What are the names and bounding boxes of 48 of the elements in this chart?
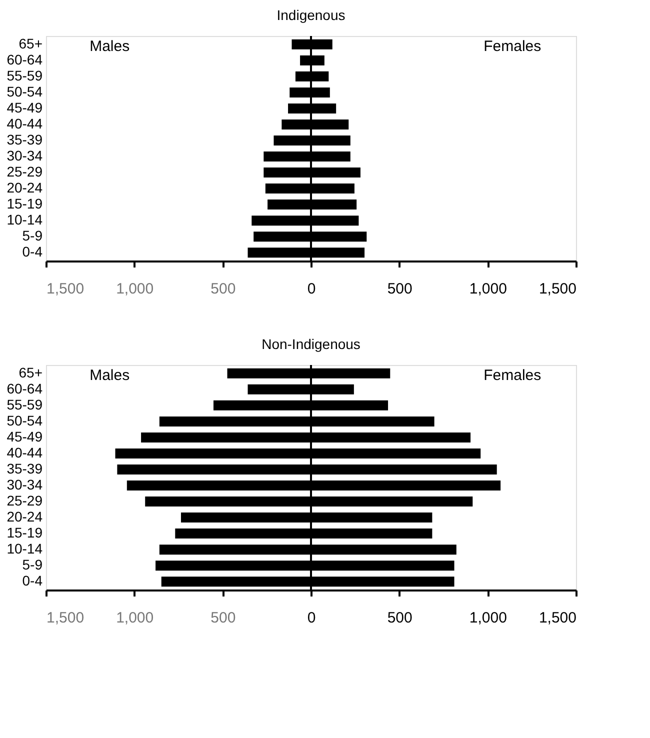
x-tick-label: 500 — [210, 280, 236, 298]
x-tick-label: 1,000 — [469, 280, 507, 298]
chart-title: Indigenous — [276, 7, 346, 23]
y-tick-label: 0-4 — [22, 244, 43, 260]
y-tick-label: 15-19 — [6, 196, 43, 212]
annotation: Females — [484, 367, 542, 384]
y-tick-label: 60-64 — [6, 380, 43, 396]
y-tick-label: 30-34 — [6, 148, 43, 164]
y-tick-label: 10-14 — [6, 212, 43, 228]
y-tick-label: 0-4 — [22, 572, 43, 589]
x-tick-label: 1,500 — [538, 280, 576, 298]
x-tick-label: 500 — [210, 610, 236, 626]
y-tick-label: 40-44 — [6, 444, 43, 460]
y-tick-label: 50-54 — [6, 83, 43, 100]
y-tick-label: 50-54 — [6, 412, 43, 428]
x-tick-label: 1,500 — [538, 610, 576, 626]
x-tick-label: 1,000 — [116, 610, 154, 626]
annotation: Females — [484, 38, 542, 55]
x-tick-label: 1,000 — [469, 610, 507, 626]
x-tick-label: 1,000 — [116, 280, 154, 298]
annotation: Males — [90, 367, 130, 384]
y-tick-label: 55-59 — [6, 67, 43, 84]
x-tick-label: 1,500 — [46, 610, 84, 626]
y-tick-label: 20-24 — [6, 508, 43, 525]
y-tick-label: 10-14 — [6, 540, 43, 557]
y-tick-label: 30-34 — [6, 476, 43, 493]
y-tick-label: 45-49 — [6, 428, 43, 444]
x-tick-label: 500 — [387, 610, 412, 626]
y-tick-label: 35-39 — [6, 131, 43, 148]
y-tick-label: 20-24 — [6, 180, 43, 196]
y-tick-label: 25-29 — [6, 164, 43, 180]
x-tick-label: 1,500 — [46, 280, 84, 298]
y-tick-label: 35-39 — [6, 460, 43, 476]
y-tick-label: 5-9 — [22, 228, 43, 244]
y-tick-label: 65+ — [18, 35, 42, 52]
annotation: Males — [90, 38, 130, 55]
x-tick-label: 500 — [387, 280, 412, 298]
x-tick-label: 0 — [307, 610, 316, 626]
x-tick-label: 0 — [307, 280, 316, 298]
y-tick-label: 65+ — [18, 364, 42, 380]
y-tick-label: 60-64 — [6, 51, 43, 68]
y-tick-label: 55-59 — [6, 396, 43, 412]
y-tick-label: 15-19 — [6, 524, 43, 541]
y-tick-label: 5-9 — [22, 556, 43, 573]
chart-title: Non-Indigenous — [262, 336, 360, 352]
y-tick-label: 25-29 — [6, 492, 43, 509]
y-tick-label: 45-49 — [6, 99, 43, 116]
y-tick-label: 40-44 — [6, 115, 43, 132]
